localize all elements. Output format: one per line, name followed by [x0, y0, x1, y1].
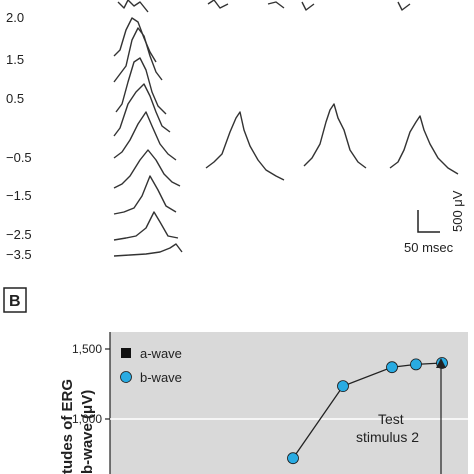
legend-b-wave-label: b-wave [140, 370, 182, 385]
y-tick-label: 1,000 [72, 412, 102, 426]
legend-b-wave-marker [120, 371, 132, 383]
b-wave-point [287, 452, 299, 465]
test-trace [389, 115, 459, 175]
test-trace [303, 103, 367, 169]
row-label-3: 0.5 [6, 91, 24, 106]
b-wave-point [337, 380, 349, 393]
annotation-line1: Test [378, 411, 404, 427]
panel-a: 2.0 1.5 0.5 −0.5 −1.5 −2.5 −3.5 [6, 0, 465, 262]
erg-trace [113, 243, 183, 257]
test-traces [205, 0, 459, 181]
erg-trace [113, 111, 177, 161]
row-label-1: 2.0 [6, 10, 24, 25]
y-ticks: 1,500 1,000 [72, 342, 110, 426]
test-trace [207, 0, 229, 9]
panel-letter: B [9, 293, 21, 310]
test-trace [267, 1, 285, 9]
legend: a-wave b-wave [120, 346, 182, 385]
test-trace [397, 1, 411, 11]
erg-trace [115, 57, 167, 115]
erg-trace [117, 0, 149, 13]
test-trace [205, 111, 285, 181]
erg-trace [113, 175, 177, 215]
row-label-5: −1.5 [6, 188, 32, 203]
legend-a-wave-label: a-wave [140, 346, 182, 361]
scale-time: 50 msec [404, 240, 454, 255]
erg-trace [113, 149, 181, 189]
scale-bar: 500 μV 50 msec [404, 190, 465, 255]
panel-letter-box [3, 287, 27, 313]
annotation-arrowhead [436, 358, 446, 368]
legend-a-wave-marker [121, 348, 131, 358]
b-wave-point [386, 361, 398, 374]
plot-area [110, 332, 468, 474]
row-label-4: −0.5 [6, 150, 32, 165]
y-axis-label-line1: tudes of ERG [59, 379, 76, 474]
row-label-2: 1.5 [6, 52, 24, 67]
y-tick-label: 1,500 [72, 342, 102, 356]
b-wave-point [410, 358, 422, 371]
erg-trace [113, 17, 157, 63]
scale-amplitude: 500 μV [450, 190, 465, 232]
test-trace [301, 1, 315, 11]
erg-trace [113, 211, 179, 241]
test-stimulus-annotation: Test stimulus 2 [356, 358, 446, 474]
row-label-7: −3.5 [6, 247, 32, 262]
y-axis-label-line2: b-wave (μV) [79, 390, 96, 474]
panel-b: B 1,500 1,000 tudes of ERG b-wave (μV) a-… [3, 287, 468, 474]
b-wave-series [287, 357, 448, 465]
row-label-6: −2.5 [6, 227, 32, 242]
erg-trace [113, 83, 171, 137]
annotation-line2: stimulus 2 [356, 429, 419, 445]
erg-traces [113, 0, 183, 257]
erg-trace [113, 27, 163, 83]
